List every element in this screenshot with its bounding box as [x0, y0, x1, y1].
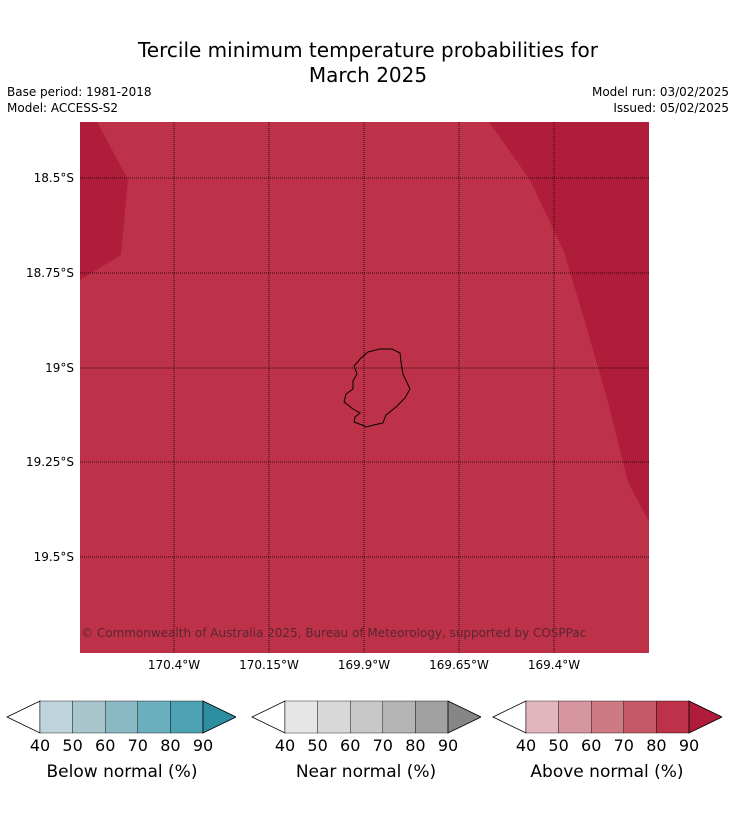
colorbar-tick: 40	[515, 736, 537, 755]
lon-label: 169.65°W	[429, 658, 489, 672]
colorbar-tick: 70	[372, 736, 393, 755]
colorbar-segment	[72, 700, 106, 734]
colorbar-tick: 60	[581, 736, 602, 755]
lon-label: 170.15°W	[239, 658, 299, 672]
lat-label: 18.75°S	[26, 266, 74, 280]
colorbar-tick: 70	[127, 736, 148, 755]
colorbar-tick: 40	[29, 736, 51, 755]
meta-right: Model run: 03/02/2025 Issued: 05/02/2025	[592, 84, 729, 116]
issued-text: Issued: 05/02/2025	[613, 101, 729, 115]
colorbar-below-normal	[6, 700, 236, 736]
colorbar-extend-low	[6, 700, 41, 734]
zone-above-80-90-northeast	[489, 122, 649, 522]
graticule	[80, 122, 649, 653]
colorbar-segment	[284, 700, 318, 734]
colorbar-segment	[104, 700, 138, 734]
colorbar-segment	[382, 700, 416, 734]
lon-label: 169.9°W	[337, 658, 391, 672]
map-panel: © Commonwealth of Australia 2025, Bureau…	[80, 122, 649, 653]
colorbar-graphic	[251, 700, 481, 734]
colorbar-above-normal	[492, 700, 722, 736]
colorbar-segment	[349, 700, 383, 734]
colorbar-segment	[656, 700, 690, 734]
chart-title: Tercile minimum temperature probabilitie…	[0, 38, 736, 88]
colorbar-tick: 80	[646, 736, 667, 755]
title-line-1: Tercile minimum temperature probabilitie…	[137, 38, 599, 62]
colorbar-segment	[525, 700, 559, 734]
meta-left: Base period: 1981-2018 Model: ACCESS-S2	[7, 84, 152, 116]
colorbar-tick: 90	[192, 736, 214, 755]
model-run-text: Model run: 03/02/2025	[591, 85, 729, 99]
model-text: Model: ACCESS-S2	[7, 101, 119, 115]
colorbar-label-above: Above normal (%)	[530, 762, 684, 782]
colorbar-segment	[137, 700, 171, 734]
lat-label: 19.5°S	[33, 550, 74, 564]
lon-label: 169.4°W	[527, 658, 581, 672]
colorbar-segment	[558, 700, 592, 734]
colorbar-segment	[39, 700, 73, 734]
colorbar-tick: 90	[437, 736, 459, 755]
colorbar-extend-high	[447, 700, 481, 734]
lat-label: 19°S	[45, 361, 74, 375]
base-period-text: Base period: 1981-2018	[7, 85, 152, 99]
colorbar-label-below: Below normal (%)	[46, 762, 198, 782]
colorbar-tick: 50	[548, 736, 569, 755]
colorbar-graphic	[492, 700, 722, 734]
colorbar-segment	[623, 700, 657, 734]
colorbar-tick: 40	[274, 736, 296, 755]
colorbar-extend-low	[251, 700, 286, 734]
colorbar-extend-high	[688, 700, 722, 734]
colorbar-segment	[590, 700, 624, 734]
zone-above-80-90-northwest	[80, 122, 128, 280]
colorbar-segment	[170, 700, 204, 734]
colorbar-graphic	[6, 700, 236, 734]
lon-label: 170.4°W	[147, 658, 201, 672]
colorbar-tick: 90	[678, 736, 700, 755]
colorbar-extend-high	[202, 700, 236, 734]
title-line-2: March 2025	[308, 63, 428, 87]
colorbar-label-near: Near normal (%)	[295, 762, 437, 782]
colorbar-tick: 50	[307, 736, 328, 755]
lat-label: 18.5°S	[33, 171, 74, 185]
colorbar-near-normal	[251, 700, 481, 736]
colorbar-extend-low	[492, 700, 527, 734]
colorbar-tick: 80	[405, 736, 426, 755]
island-coastline	[343, 348, 411, 428]
colorbar-tick: 60	[95, 736, 116, 755]
colorbar-tick: 50	[62, 736, 83, 755]
colorbar-segment	[317, 700, 351, 734]
lat-label: 19.25°S	[26, 455, 74, 469]
colorbar-tick: 80	[160, 736, 181, 755]
colorbar-tick: 70	[613, 736, 634, 755]
copyright-text: © Commonwealth of Australia 2025, Bureau…	[81, 626, 586, 640]
colorbar-tick: 60	[340, 736, 361, 755]
colorbar-segment	[415, 700, 449, 734]
